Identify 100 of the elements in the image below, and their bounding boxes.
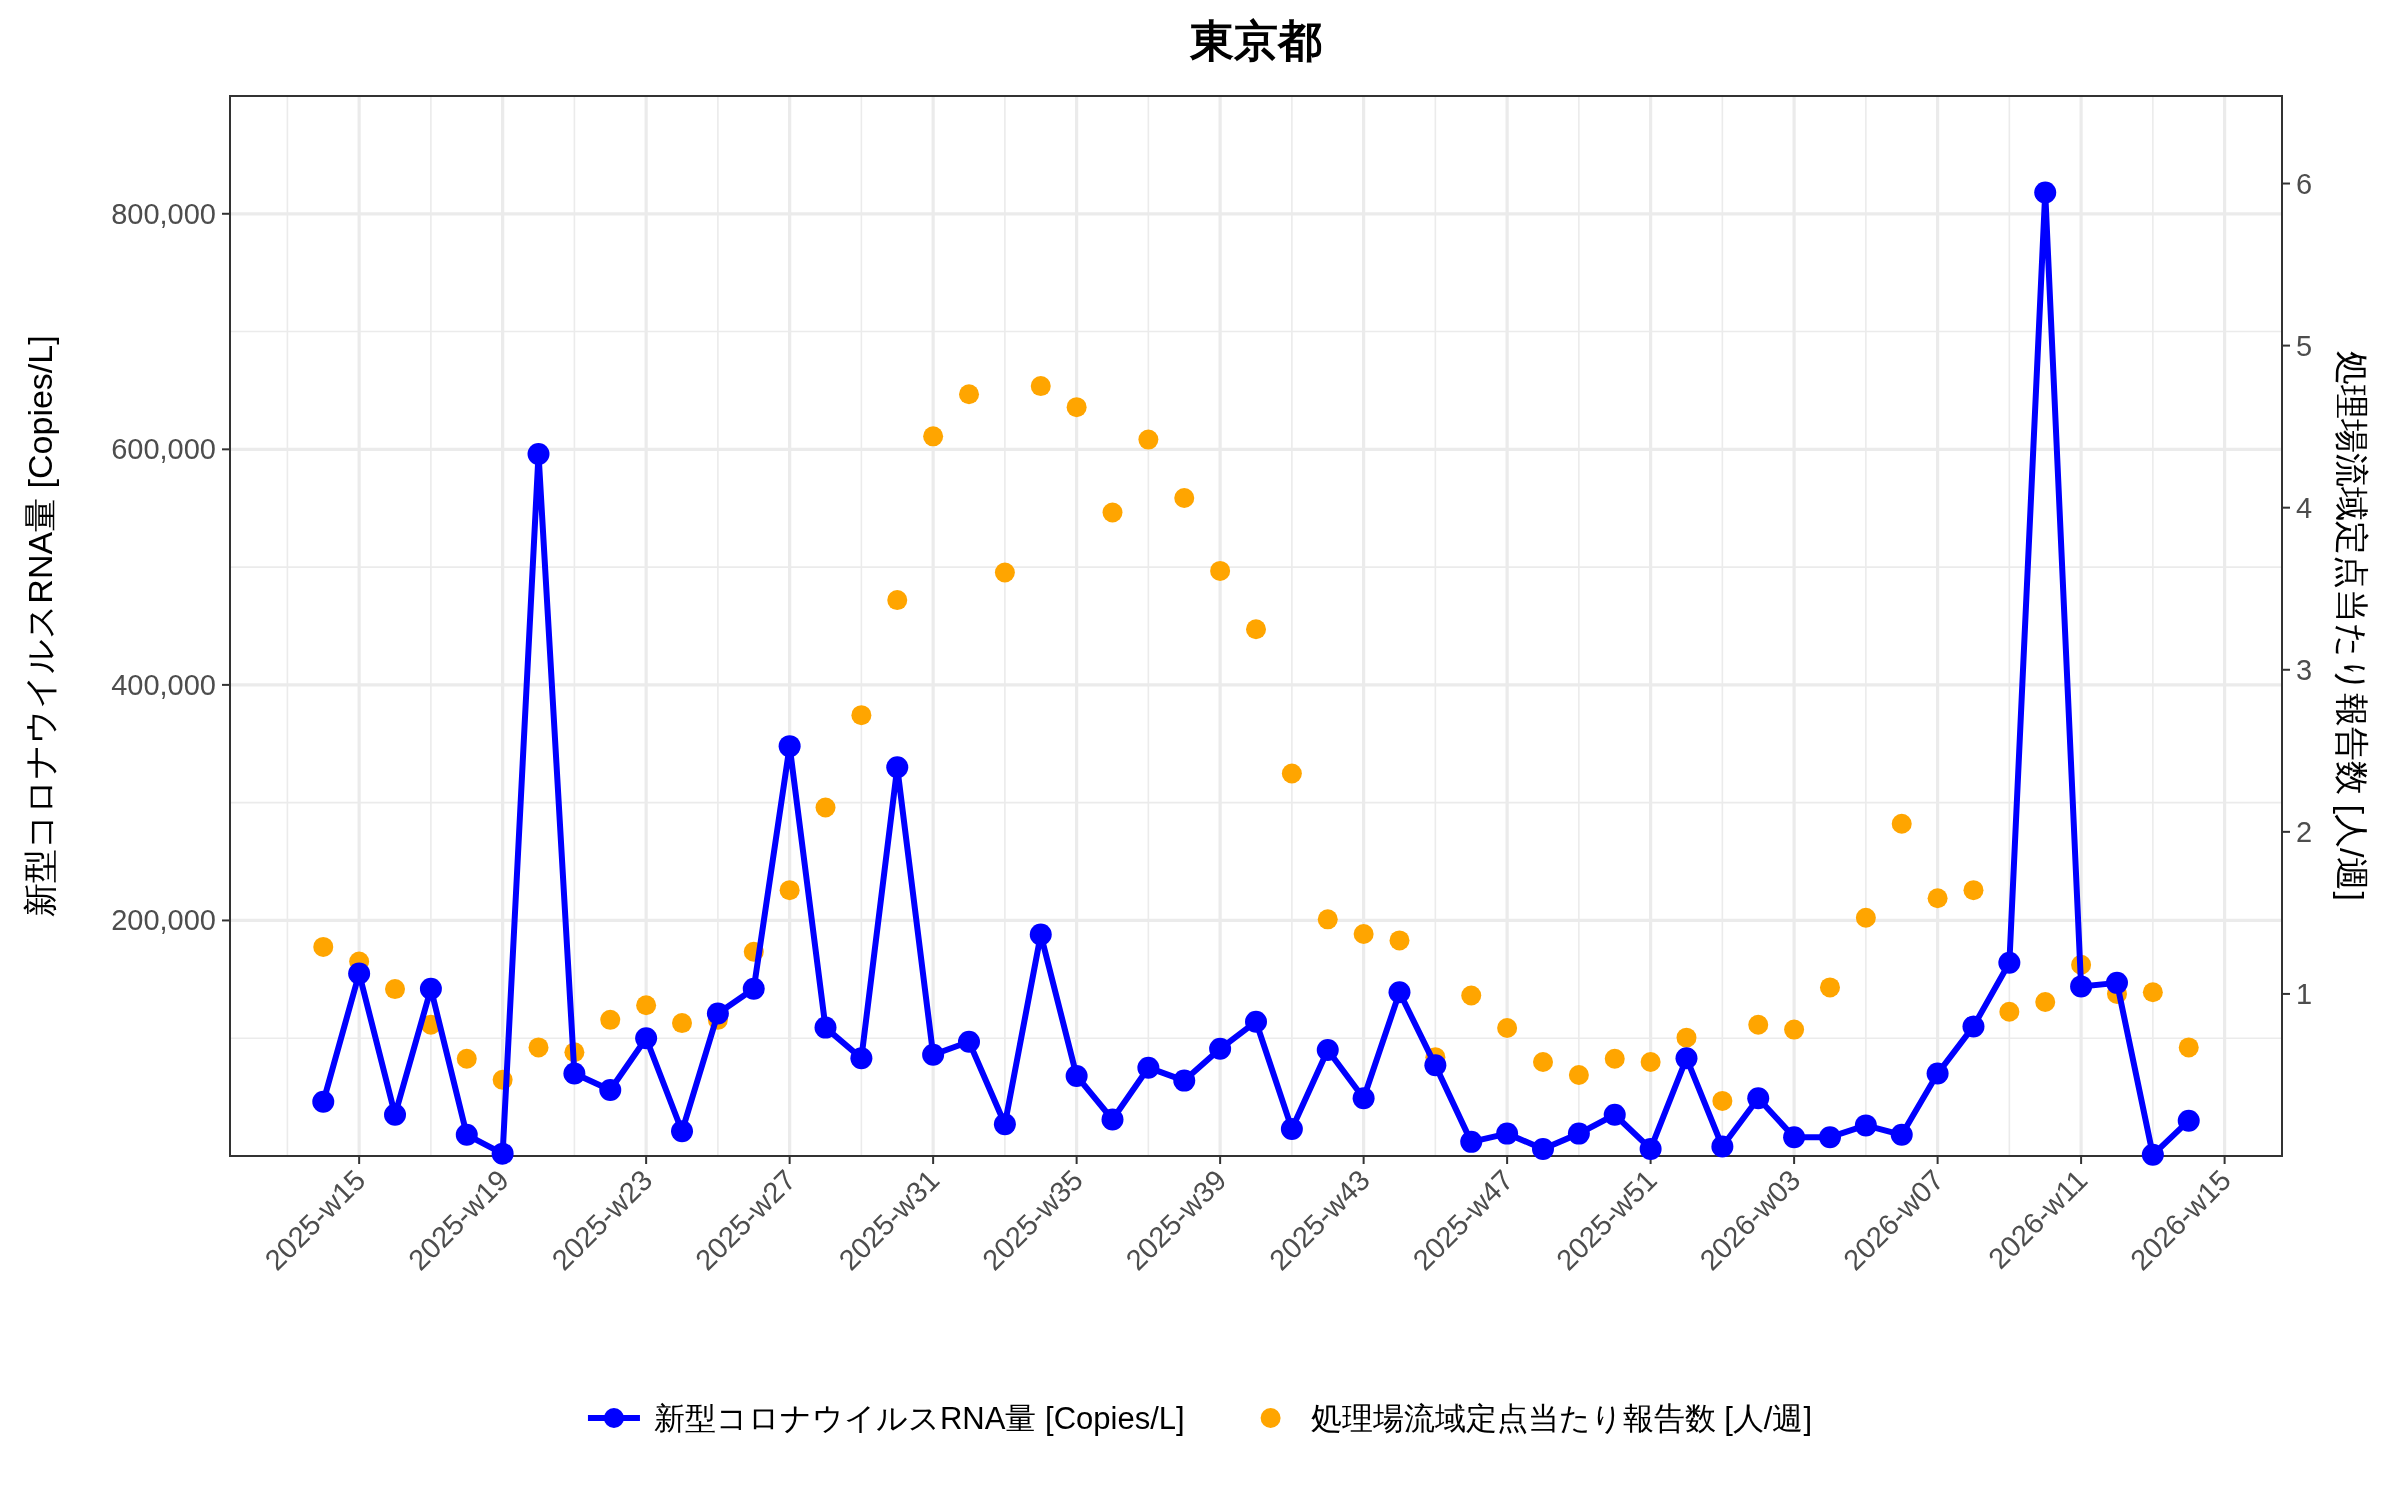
chart-title: 東京都: [1189, 16, 1322, 65]
point: [672, 1013, 693, 1034]
point: [1783, 1126, 1806, 1149]
legend-label: 処理場流域定点当たり報告数 [人/週]: [1310, 1401, 1813, 1436]
point: [1065, 1064, 1088, 1087]
point: [851, 705, 872, 726]
point: [2105, 971, 2128, 994]
point: [1461, 985, 1482, 1006]
point: [1854, 1114, 1877, 1137]
point: [563, 1062, 586, 1085]
point: [1496, 1122, 1519, 1145]
point: [1317, 909, 1338, 930]
y2-tick-label: 2: [2296, 815, 2313, 848]
point: [1174, 487, 1195, 508]
point: [1389, 930, 1410, 951]
point: [1639, 1137, 1662, 1160]
y2-tick-label: 3: [2296, 653, 2313, 686]
point: [2177, 1109, 2200, 1132]
point: [312, 1090, 335, 1113]
point: [1102, 502, 1123, 523]
point: [815, 797, 836, 818]
point: [1568, 1064, 1589, 1085]
point: [1281, 763, 1302, 784]
point: [959, 384, 980, 405]
point: [778, 735, 801, 758]
point: [1066, 397, 1087, 418]
point: [923, 426, 944, 447]
point: [1927, 888, 1948, 909]
point: [1137, 1056, 1160, 1079]
point: [2034, 181, 2057, 204]
point: [455, 1123, 478, 1146]
point: [1316, 1039, 1339, 1061]
point: [850, 1047, 873, 1070]
point: [1711, 1135, 1734, 1158]
point: [958, 1030, 981, 1053]
y2-tick-label: 5: [2296, 329, 2313, 362]
point: [1999, 1001, 2020, 1022]
point: [1712, 1090, 1733, 1111]
point: [1640, 1051, 1661, 1072]
legend-label: 新型コロナウイルスRNA量 [Copies/L]: [653, 1401, 1185, 1436]
point: [1818, 1126, 1841, 1149]
point: [1747, 1087, 1770, 1110]
point: [1352, 1087, 1375, 1110]
point: [814, 1016, 837, 1039]
point: [636, 995, 657, 1016]
point: [1532, 1051, 1553, 1072]
point: [1353, 923, 1374, 944]
y-axis-title: 新型コロナウイルスRNA量 [Copies/L]: [21, 335, 59, 917]
point: [742, 977, 765, 1000]
y2-axis-title: 処理場流域定点当たり報告数 [人/週]: [2333, 351, 2371, 901]
point: [706, 1002, 729, 1025]
point: [348, 962, 371, 985]
y2-tick-label: 4: [2296, 491, 2313, 524]
point: [994, 562, 1015, 583]
point: [886, 756, 909, 779]
point: [1603, 1103, 1626, 1126]
point: [419, 977, 442, 1000]
point: [1424, 1054, 1447, 1077]
point: [922, 1043, 945, 1066]
point: [1890, 1123, 1913, 1146]
point: [385, 979, 406, 1000]
point: [1388, 981, 1411, 1004]
point: [313, 936, 334, 957]
y2-tick-label: 6: [2296, 167, 2313, 200]
point: [1138, 429, 1159, 450]
point: [384, 1103, 407, 1126]
point: [1748, 1014, 1769, 1035]
point: [2142, 982, 2163, 1003]
point: [1280, 1117, 1303, 1140]
point: [1029, 923, 1052, 946]
point: [1963, 880, 1984, 901]
point: [1819, 977, 1840, 998]
point: [1101, 1108, 1124, 1131]
y-tick-label: 800,000: [111, 197, 216, 230]
point: [2178, 1037, 2199, 1058]
point: [1675, 1047, 1698, 1070]
point: [491, 1142, 514, 1165]
point: [1210, 560, 1231, 581]
point: [1784, 1019, 1805, 1040]
point: [2035, 992, 2056, 1013]
point: [1855, 907, 1876, 928]
point: [993, 1113, 1016, 1136]
y-tick-label: 400,000: [111, 668, 216, 701]
point: [1245, 1010, 1267, 1033]
point: [779, 880, 800, 901]
point: [600, 1009, 621, 1030]
point: [1962, 1015, 1985, 1038]
y-tick-label: 200,000: [111, 904, 216, 937]
point: [1173, 1069, 1196, 1092]
point: [1209, 1037, 1232, 1060]
point: [671, 1120, 694, 1143]
point: [599, 1079, 622, 1102]
point: [528, 1037, 549, 1058]
point: [456, 1048, 477, 1069]
point: [1604, 1048, 1625, 1069]
point: [1246, 619, 1266, 640]
point: [2070, 975, 2093, 998]
point: [1926, 1062, 1949, 1085]
point: [1030, 376, 1051, 397]
point: [1460, 1130, 1483, 1153]
